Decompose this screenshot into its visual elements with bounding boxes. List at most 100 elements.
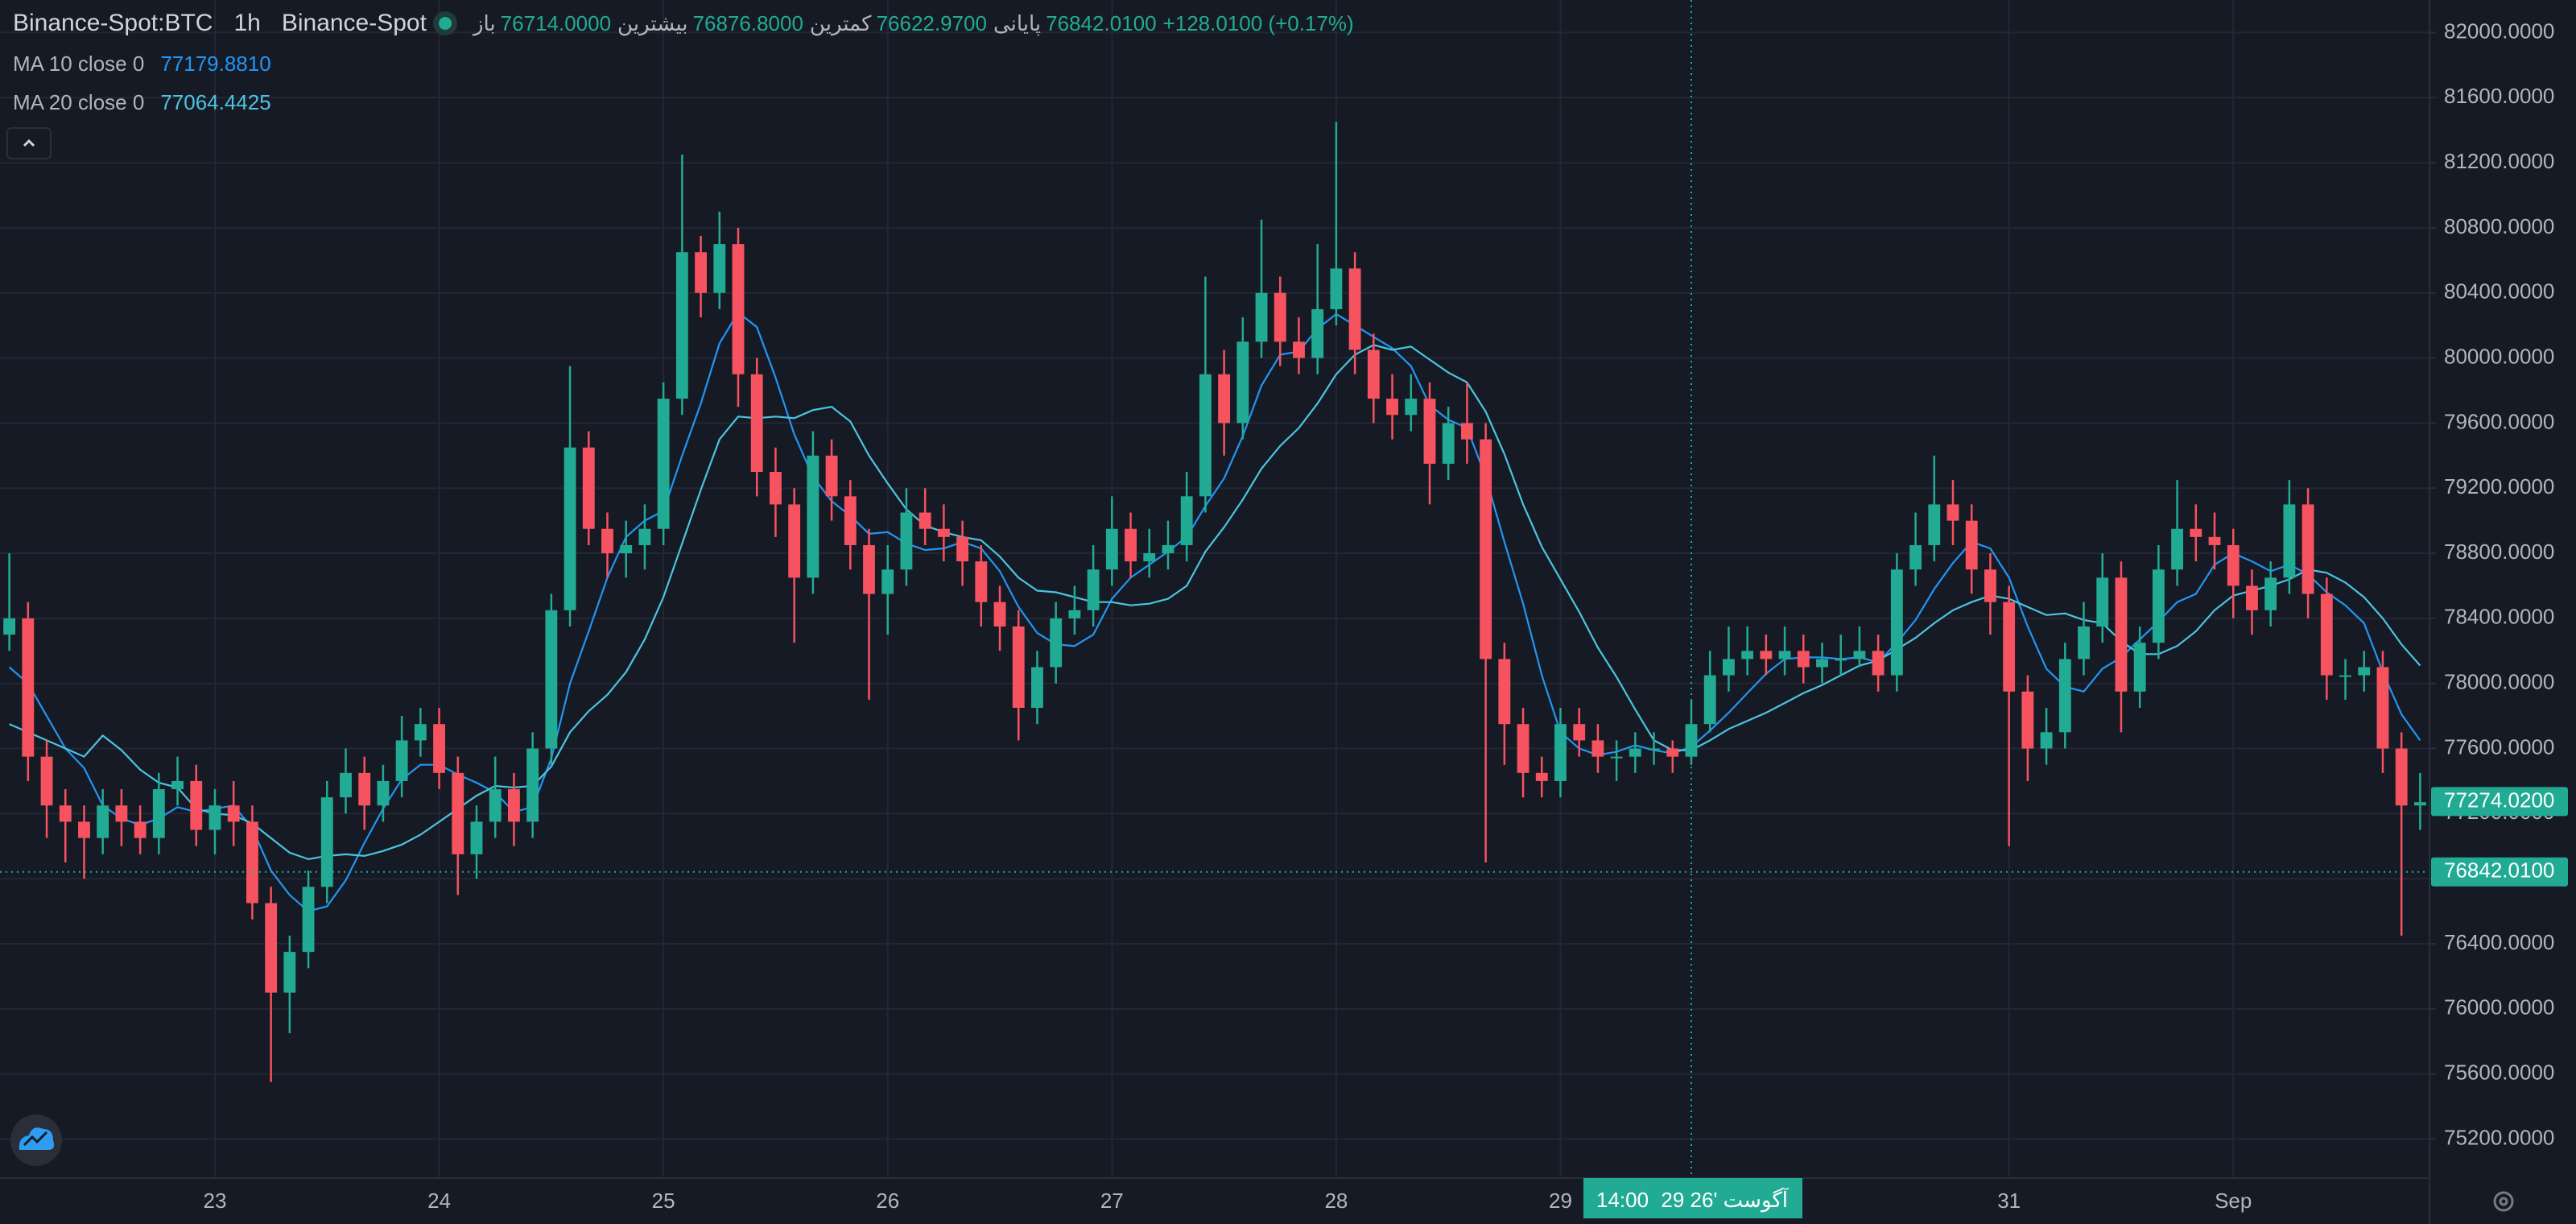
candle-body bbox=[1199, 374, 1212, 497]
ma-line bbox=[9, 344, 2421, 861]
candle-body bbox=[788, 504, 801, 578]
candle-body bbox=[2096, 577, 2109, 626]
candle-body bbox=[433, 724, 445, 773]
y-tick-label: 81600.0000 bbox=[2444, 84, 2554, 108]
candle-body bbox=[1946, 504, 1959, 521]
candle-body bbox=[564, 447, 576, 610]
candle-body bbox=[1984, 569, 1996, 602]
candle-body bbox=[1666, 748, 1679, 757]
candle-body bbox=[2021, 691, 2034, 749]
candle-body bbox=[1180, 496, 1193, 545]
candle-body bbox=[1517, 724, 1530, 773]
candle-body bbox=[2078, 626, 2090, 660]
y-tick-label: 82000.0000 bbox=[2444, 19, 2554, 43]
logo[interactable] bbox=[10, 1114, 62, 1166]
status-dot bbox=[432, 11, 457, 35]
candle-body bbox=[395, 740, 408, 781]
candle-body bbox=[2376, 667, 2389, 749]
x-tick-label: 27 bbox=[1100, 1189, 1124, 1213]
candle-body bbox=[2339, 675, 2351, 677]
x-tick-label: 25 bbox=[652, 1189, 675, 1213]
y-tick-label: 80400.0000 bbox=[2444, 279, 2554, 304]
candle-body bbox=[601, 528, 613, 554]
candle-body bbox=[1554, 724, 1567, 781]
candle-body bbox=[2003, 602, 2016, 692]
crosshair-time: 14:00 bbox=[1596, 1188, 1649, 1212]
candle-body bbox=[1741, 651, 1754, 660]
candle-body bbox=[844, 496, 857, 545]
candle-body bbox=[2190, 528, 2202, 537]
candle-body bbox=[956, 536, 969, 562]
candle-body bbox=[470, 821, 483, 854]
collapse-button[interactable] bbox=[6, 127, 52, 159]
candle-body bbox=[489, 789, 502, 822]
candle-body bbox=[452, 772, 464, 854]
candle-body bbox=[190, 780, 203, 830]
candle-body bbox=[2358, 667, 2371, 676]
candle-body bbox=[2264, 577, 2277, 610]
y-tick-label: 80800.0000 bbox=[2444, 214, 2554, 238]
candle-body bbox=[1386, 399, 1398, 416]
candle-body bbox=[2115, 577, 2128, 692]
candle-body bbox=[1816, 659, 1828, 668]
candle-body bbox=[1890, 569, 1903, 676]
candle-body bbox=[732, 244, 745, 374]
interval[interactable]: 1h bbox=[233, 10, 261, 36]
candle-body bbox=[2395, 748, 2408, 806]
settings-gear[interactable] bbox=[2493, 1191, 2514, 1212]
last-price-tag bbox=[2431, 857, 2568, 887]
candle-body bbox=[1162, 544, 1174, 554]
candle-body bbox=[2171, 528, 2184, 570]
ohlc-value: 76842.0100 bbox=[1046, 11, 1157, 35]
candle-body bbox=[1909, 544, 1922, 570]
change: +128.0100 (+0.17%) bbox=[1162, 10, 1354, 35]
symbol[interactable]: Binance-Spot:BTC bbox=[13, 10, 213, 36]
candle-body bbox=[1928, 504, 1941, 545]
chevron bbox=[23, 139, 35, 147]
candle-body bbox=[1068, 610, 1081, 618]
candle-body bbox=[1722, 659, 1735, 676]
candle-body bbox=[2040, 732, 2053, 749]
candle-body bbox=[1835, 659, 1847, 661]
ohlc-label: باز bbox=[473, 11, 496, 35]
candle-body bbox=[1274, 292, 1286, 342]
candle-body bbox=[2301, 504, 2314, 594]
candle-body bbox=[2283, 504, 2296, 578]
y-tick-label: 79600.0000 bbox=[2444, 409, 2554, 433]
candle-body bbox=[1012, 626, 1025, 709]
candle-body bbox=[825, 455, 838, 497]
candle-body bbox=[713, 244, 726, 293]
y-tick-label: 75200.0000 bbox=[2444, 1125, 2554, 1149]
candle-body bbox=[59, 805, 72, 822]
candle-body bbox=[302, 887, 315, 953]
y-tick-label: 79200.0000 bbox=[2444, 474, 2554, 498]
candle-body bbox=[340, 772, 352, 798]
candle-body bbox=[1311, 308, 1324, 358]
candle-body bbox=[1330, 268, 1343, 309]
candle-body bbox=[993, 602, 1006, 626]
candle-body bbox=[1031, 667, 1043, 709]
candle-body bbox=[1125, 528, 1137, 562]
candle-body bbox=[2152, 569, 2165, 643]
x-tick-label: 28 bbox=[1324, 1189, 1348, 1213]
candle-body bbox=[2246, 585, 2258, 610]
candle-body bbox=[1460, 423, 1473, 440]
candle-body bbox=[3, 618, 16, 635]
candle-body bbox=[526, 748, 539, 822]
x-tick-label: 26 bbox=[876, 1189, 899, 1213]
candle-body bbox=[246, 821, 258, 904]
last-price-label: 76842.0100 bbox=[2444, 858, 2554, 883]
candle-body bbox=[900, 512, 913, 570]
candle-body bbox=[1703, 675, 1716, 725]
candle-body bbox=[2413, 802, 2426, 806]
candle-body bbox=[2133, 643, 2146, 692]
candle-body bbox=[227, 805, 240, 822]
ohlc-value: 76876.8000 bbox=[692, 11, 803, 35]
candle-body bbox=[1685, 724, 1698, 757]
x-tick-label: Sep bbox=[2215, 1189, 2252, 1213]
candle-body bbox=[115, 805, 128, 822]
legend-name: MA 20 close 0 bbox=[13, 90, 145, 114]
candle-body bbox=[78, 821, 90, 838]
candle-body bbox=[1760, 651, 1773, 660]
candle-body bbox=[1105, 528, 1118, 570]
